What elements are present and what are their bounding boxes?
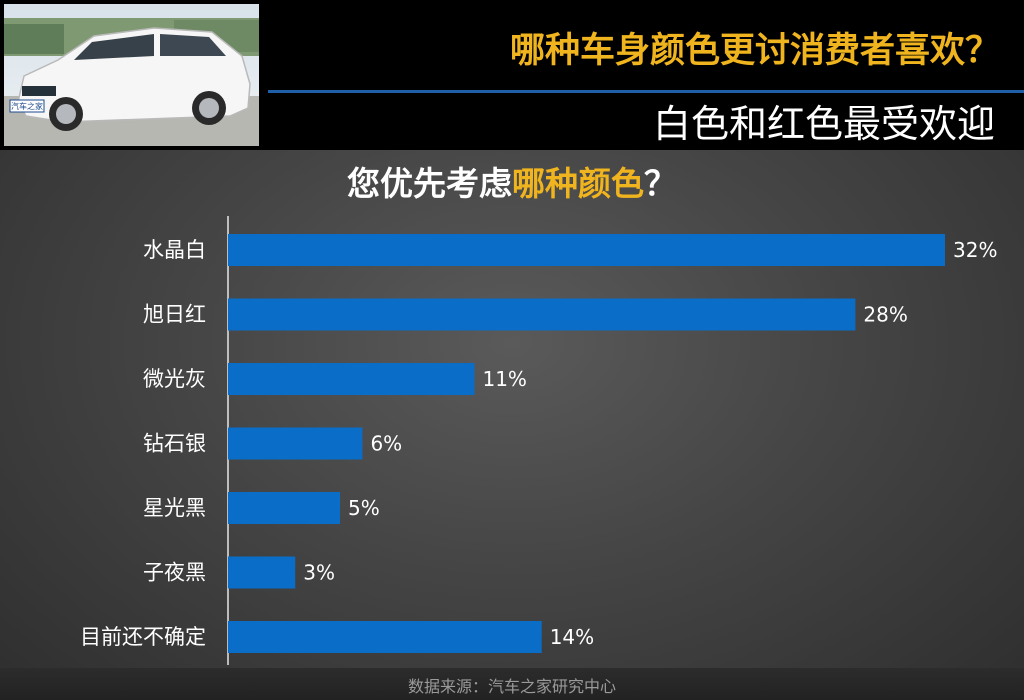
bar — [228, 492, 341, 524]
chart-title-part-3: ？ — [644, 164, 677, 203]
category-label: 目前还不确定 — [80, 625, 206, 649]
chart-panel: 您优先考虑哪种颜色？ 水晶白 32% 旭日红 28% 微光灰 11% 钻石银 6% 星光黑 5% 子… — [0, 150, 1024, 700]
footer-strip — [0, 668, 1024, 700]
divider — [268, 90, 1024, 93]
category-label: 微光灰 — [143, 367, 206, 391]
chart-title-part-2: 哪种颜色 — [512, 164, 644, 203]
category-label: 水晶白 — [143, 238, 206, 262]
chart-title-part-1: 您优先考虑 — [347, 164, 512, 203]
subheadline: 白色和红色最受欢迎 — [652, 102, 995, 146]
bar — [228, 621, 542, 653]
photo-badge: 汽车之家 — [11, 101, 43, 111]
value-label: 6% — [370, 432, 402, 456]
category-label: 子夜黑 — [143, 561, 206, 585]
header-banner: 汽车之家 哪种车身颜色更讨消费者喜欢？ 白色和红色最受欢迎 — [0, 0, 1024, 150]
value-label: 5% — [348, 496, 380, 520]
bar — [228, 234, 945, 266]
value-label: 11% — [482, 367, 526, 391]
car-photo: 汽车之家 — [4, 4, 259, 146]
value-label: 3% — [303, 561, 335, 585]
category-label: 星光黑 — [143, 496, 206, 520]
bar — [228, 556, 296, 589]
headline: 哪种车身颜色更讨消费者喜欢？ — [509, 31, 1000, 71]
category-label: 旭日红 — [143, 303, 206, 327]
value-label: 14% — [550, 625, 594, 649]
value-label: 28% — [863, 303, 907, 327]
source-note: 数据来源：汽车之家研究中心 — [407, 677, 616, 696]
bar-chart: 水晶白 32% 旭日红 28% 微光灰 11% 钻石银 6% 星光黑 5% 子夜黑 3% 目前还不确定 1… — [80, 216, 997, 665]
bar — [228, 427, 363, 460]
bar — [228, 363, 475, 395]
chart-title: 您优先考虑哪种颜色？ — [0, 162, 1024, 206]
value-label: 32% — [953, 238, 997, 262]
category-label: 钻石银 — [143, 432, 206, 456]
bar — [228, 298, 856, 331]
